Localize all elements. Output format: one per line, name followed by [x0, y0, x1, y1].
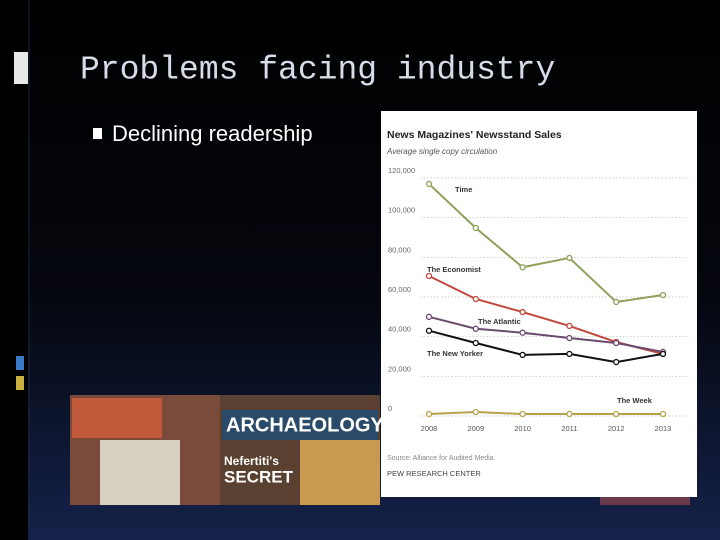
photo-text: Nefertiti's: [224, 454, 279, 468]
data-point: [613, 339, 620, 347]
data-point: [659, 410, 667, 418]
data-point: [659, 350, 667, 358]
x-tick-label: 2011: [561, 424, 577, 433]
data-point: [613, 410, 620, 418]
series-label: The Week: [617, 396, 653, 405]
data-point: [425, 313, 433, 320]
side-band: [0, 0, 28, 540]
data-point: [425, 272, 433, 280]
data-point: [472, 325, 479, 332]
series-line: [428, 315, 664, 353]
photo-part: [222, 410, 378, 440]
data-point: [659, 291, 667, 299]
data-point: [472, 295, 479, 303]
data-point: [472, 408, 479, 416]
photo-text: SECRET: [224, 467, 294, 486]
data-point: [425, 327, 433, 334]
series-label: Time: [455, 185, 472, 194]
plot: 0 20,000 40,000 60,000 80,000 100,000 120,000 2…: [388, 166, 690, 433]
chart-subtitle: Average single copy circulation: [386, 147, 498, 156]
data-point: [425, 410, 433, 418]
x-tick-label: 2010: [514, 424, 531, 433]
series-line: [428, 183, 664, 304]
photo-part: [300, 440, 380, 505]
data-point: [566, 350, 573, 358]
slide-title: Problems facing industry: [80, 52, 555, 89]
y-tick-label: 40,000: [388, 325, 411, 334]
photo-part: [100, 440, 180, 505]
series-line: [428, 411, 663, 416]
y-tick-label: 20,000: [388, 364, 411, 373]
x-tick-label: 2008: [421, 424, 438, 433]
data-point: [613, 298, 620, 306]
data-point: [566, 334, 573, 342]
data-point: [519, 410, 526, 418]
data-point: [425, 180, 433, 188]
chart-panel: [381, 111, 697, 497]
bullet: [93, 128, 102, 139]
series-label: The New Yorker: [427, 349, 483, 358]
data-point: [472, 224, 479, 232]
chart-source: Source: Alliance for Audited Media: [387, 455, 494, 462]
x-tick-label: 2012: [608, 424, 625, 433]
data-point: [519, 351, 526, 359]
y-tick-label: 100,000: [388, 206, 415, 215]
accent: [16, 376, 24, 390]
y-tick-label: 120,000: [388, 166, 415, 175]
data-point: [472, 339, 479, 347]
chart-credit: PEW RESEARCH CENTER: [387, 469, 481, 478]
data-point: [519, 308, 526, 316]
data-point: [566, 322, 573, 330]
photo-part: [72, 398, 162, 438]
accent: [14, 52, 28, 84]
accent: [16, 356, 24, 370]
bullet-text: Declining readership: [112, 121, 313, 146]
data-point: [613, 358, 620, 366]
photo-text: ARCHAEOLOGY: [226, 414, 384, 436]
x-tick-label: 2009: [467, 424, 484, 433]
chart-title: News Magazines' Newsstand Sales: [387, 129, 562, 141]
series-label: The Economist: [427, 265, 481, 274]
y-tick-label: 0: [388, 404, 392, 413]
x-tick-label: 2013: [655, 424, 672, 433]
series-line: [428, 329, 664, 364]
data-point: [519, 329, 526, 336]
y-tick-label: 60,000: [388, 285, 411, 294]
photo: ARCHAEOLOGY Nefertiti's SECRET: [70, 395, 690, 505]
y-tick-label: 80,000: [388, 245, 411, 254]
series-label: The Atlantic: [478, 317, 521, 326]
data-point: [566, 254, 573, 262]
data-point: [566, 410, 573, 418]
data-point: [519, 264, 526, 271]
